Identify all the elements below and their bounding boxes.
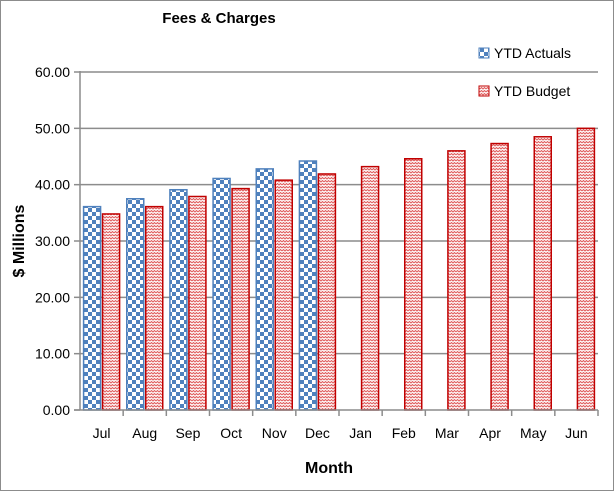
bar-budget-jul [101, 213, 121, 411]
bar-budget-mar [447, 150, 466, 411]
x-tick-label: Sep [175, 425, 200, 441]
legend-swatch-budget [478, 85, 490, 97]
x-tick-label: Jul [93, 425, 111, 441]
x-tick-label: Dec [305, 425, 330, 441]
y-tick-label: 40.00 [35, 177, 70, 193]
bar-budget-nov [274, 179, 293, 411]
chart-title: Fees & Charges [162, 10, 275, 27]
bar-actuals-jul [82, 205, 102, 411]
legend: YTD Actuals YTD Budget [478, 45, 571, 99]
x-tick-label: Feb [392, 425, 416, 441]
x-tick-label: May [520, 425, 546, 441]
bar-budget-apr [490, 142, 509, 411]
legend-swatch-actuals [478, 47, 490, 59]
x-tick-label: Oct [220, 425, 242, 441]
bar-actuals-sep [169, 188, 188, 411]
bar-budget-feb [404, 158, 423, 411]
bar-actuals-oct [212, 177, 231, 411]
y-tick-label: 0.00 [43, 402, 70, 418]
y-tick-label: 30.00 [35, 233, 70, 249]
y-axis-label: $ Millions [11, 204, 28, 277]
y-tick-label: 50.00 [35, 120, 70, 136]
x-tick-label: Jan [349, 425, 372, 441]
bar-actuals-dec [298, 160, 318, 411]
bar-actuals-nov [255, 168, 274, 411]
bar-actuals-aug [126, 198, 145, 411]
legend-label-actuals: YTD Actuals [494, 45, 571, 61]
bar-budget-oct [231, 187, 250, 411]
bar-budget-may [533, 136, 552, 411]
bar-budget-aug [145, 205, 164, 411]
bar-budget-jan [360, 165, 380, 411]
x-tick-label: Apr [479, 425, 501, 441]
x-tick-label: Mar [435, 425, 459, 441]
x-tick-label: Nov [262, 425, 287, 441]
y-tick-label: 10.00 [35, 346, 70, 362]
bar-budget-sep [188, 195, 207, 411]
bar-budget-jun [576, 127, 596, 411]
y-tick-label: 60.00 [35, 64, 70, 80]
y-tick-label: 20.00 [35, 289, 70, 305]
x-tick-label: Aug [132, 425, 157, 441]
legend-label-budget: YTD Budget [494, 83, 570, 99]
x-tick-label: Jun [565, 425, 588, 441]
bar-budget-dec [317, 173, 337, 411]
x-axis-label: Month [305, 460, 353, 477]
